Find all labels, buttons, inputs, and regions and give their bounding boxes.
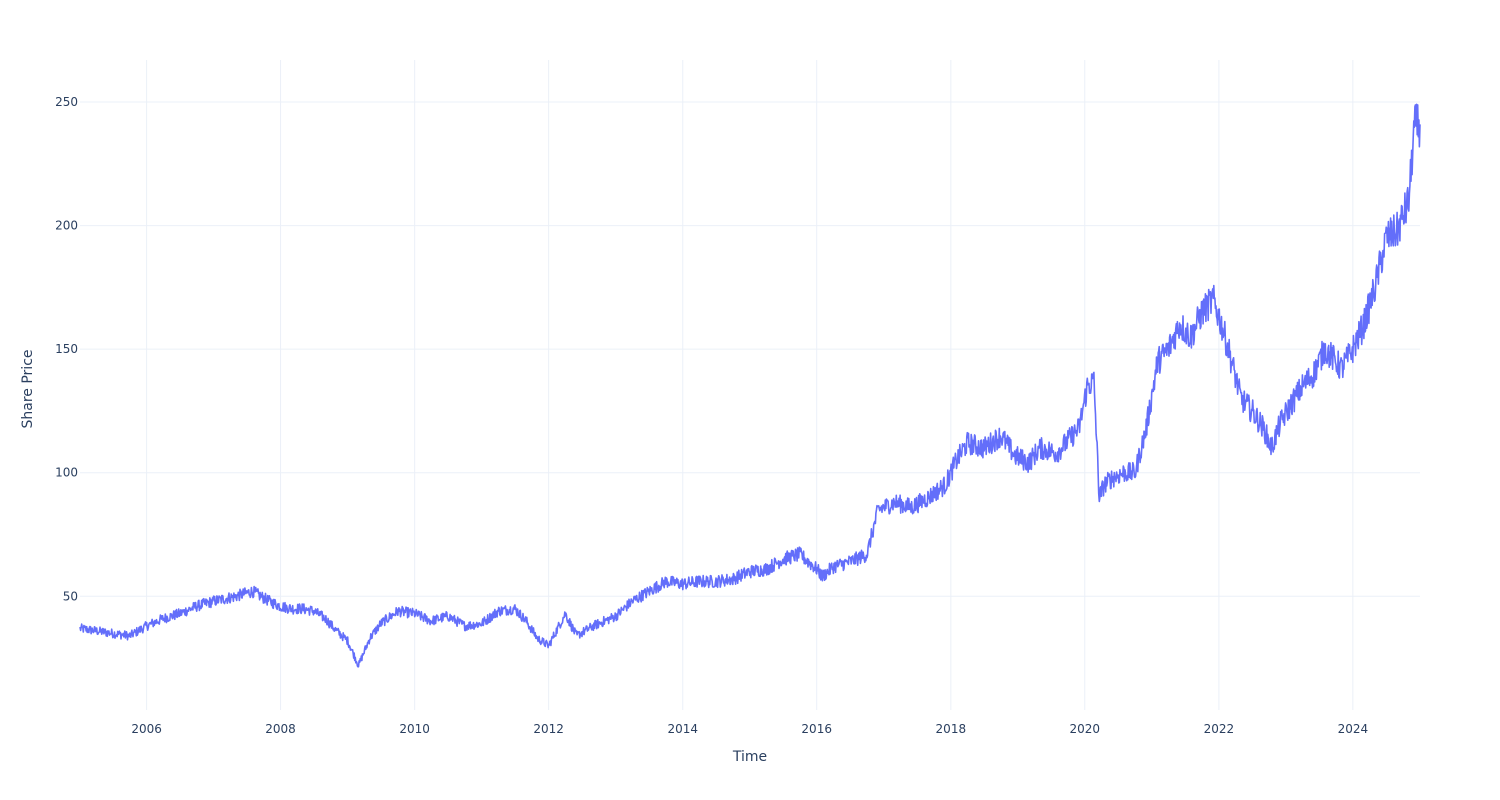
series-layer xyxy=(79,103,1421,668)
x-tick-label: 2008 xyxy=(265,722,296,736)
x-tick-label: 2024 xyxy=(1338,722,1369,736)
x-tick-label: 2006 xyxy=(131,722,162,736)
y-axis-title: Share Price xyxy=(20,349,36,428)
x-axis-ticks: 2006 2008 2010 2012 2014 2016 2018 2020 2022 2024 xyxy=(131,722,1368,736)
y-tick-label: 100 xyxy=(55,466,78,480)
x-tick-label: 2022 xyxy=(1204,722,1235,736)
x-tick-label: 2016 xyxy=(801,722,832,736)
x-tick-label: 2012 xyxy=(533,722,564,736)
y-tick-label: 250 xyxy=(55,95,78,109)
y-axis-ticks: 50 100 150 200 250 xyxy=(55,95,78,603)
x-tick-label: 2014 xyxy=(667,722,698,736)
y-tick-label: 50 xyxy=(63,589,78,603)
price-series-line xyxy=(79,103,1421,668)
x-tick-label: 2018 xyxy=(936,722,967,736)
y-tick-label: 150 xyxy=(55,342,78,356)
grid-layer xyxy=(80,60,1420,710)
x-axis-title: Time xyxy=(732,749,767,765)
y-tick-label: 200 xyxy=(55,219,78,233)
x-tick-label: 2010 xyxy=(399,722,430,736)
x-tick-label: 2020 xyxy=(1069,722,1100,736)
